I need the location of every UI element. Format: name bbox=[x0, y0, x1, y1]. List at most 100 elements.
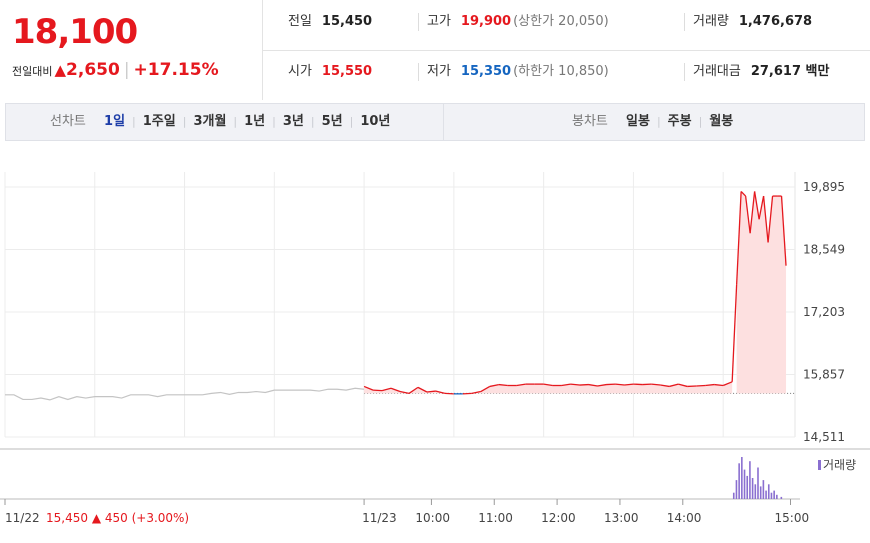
series-segment-1 bbox=[669, 383, 679, 388]
volume-legend-label: 거래량 bbox=[823, 458, 856, 472]
volume-bar bbox=[765, 490, 767, 499]
x-tick-label: 14:00 bbox=[667, 511, 702, 525]
tab-divider: | bbox=[656, 115, 661, 128]
line-tab-5[interactable]: 5년 bbox=[321, 114, 343, 129]
stock-summary-header: 18,100 전일대비 ▲2,650 | +17.15% 전일 15,450 고가 19,… bbox=[0, 0, 870, 100]
candle-chart-label: 봉차트 bbox=[572, 114, 608, 129]
series-segment-1 bbox=[498, 383, 508, 387]
tab-divider: | bbox=[698, 115, 703, 128]
trade-amount-cell: 거래대금 27,617 백만 bbox=[684, 63, 829, 81]
series-segment-1 bbox=[588, 383, 598, 387]
volume-label: 거래량 bbox=[693, 14, 729, 29]
series-segment-1 bbox=[435, 390, 446, 395]
series-segment-1 bbox=[597, 383, 607, 387]
series-segment-1 bbox=[471, 390, 481, 395]
line-tab-1[interactable]: 1주일 bbox=[142, 114, 176, 129]
series-segment-2 bbox=[749, 191, 756, 234]
line-tab-6[interactable]: 10년 bbox=[360, 114, 391, 129]
series-segment-1 bbox=[678, 383, 688, 388]
line-tab-2[interactable]: 3개월 bbox=[193, 114, 227, 129]
x-tick-label: 13:00 bbox=[604, 511, 639, 525]
candle-tab-2[interactable]: 월봉 bbox=[709, 114, 734, 129]
y-tick-label: 15,857 bbox=[803, 368, 845, 382]
tab-divider: | bbox=[349, 115, 354, 128]
volume-bar bbox=[749, 461, 751, 499]
y-tick-label: 14,511 bbox=[803, 430, 845, 444]
volume-bar bbox=[780, 496, 783, 499]
volume-bar bbox=[776, 494, 778, 499]
up-arrow-icon: ▲ bbox=[54, 61, 67, 79]
prev-close-cell: 전일 15,450 bbox=[288, 0, 372, 50]
series-connector bbox=[731, 284, 738, 382]
volume-bar bbox=[754, 484, 757, 499]
prev-day-note: 15,450 ▲ 450 (+3.00%) bbox=[46, 511, 189, 525]
trade-amount-value: 27,617 백만 bbox=[750, 64, 830, 79]
series-line-prev-day bbox=[5, 387, 365, 401]
tab-divider: | bbox=[272, 115, 276, 128]
series-segment-2 bbox=[758, 195, 765, 220]
series-segment-1 bbox=[426, 390, 436, 393]
series-segment-1 bbox=[480, 385, 491, 393]
series-segment-1 bbox=[543, 383, 553, 387]
volume-legend: 거래량 bbox=[818, 458, 856, 472]
trade-amount-label: 거래대금 bbox=[693, 64, 741, 79]
line-tab-4[interactable]: 3년 bbox=[282, 114, 304, 129]
y-tick-label: 17,203 bbox=[803, 305, 845, 319]
high-value: 19,900 bbox=[460, 14, 512, 29]
line-chart-label: 선차트 bbox=[50, 114, 86, 129]
volume-bar bbox=[773, 490, 775, 499]
high-label: 고가 bbox=[427, 14, 451, 29]
volume-bar bbox=[767, 484, 770, 499]
volume-bar bbox=[735, 480, 738, 499]
chart-period-tabbar: 선차트 1일 | 1주일 | 3개월 | 1년 | 3년 | 5년 | 10년 봉차트 일봉 | 주봉 | 월봉 bbox=[5, 103, 865, 141]
x-tick-label: 15:00 bbox=[775, 511, 810, 525]
candle-tab-0[interactable]: 일봉 bbox=[626, 114, 650, 129]
change-rate: +17.15% bbox=[133, 60, 219, 80]
y-tick-label: 18,549 bbox=[803, 243, 845, 257]
volume-bar bbox=[732, 492, 735, 499]
prev-close-value: 15,450 bbox=[321, 14, 373, 29]
candle-tab-1[interactable]: 주봉 bbox=[667, 114, 692, 129]
series-segment-1 bbox=[489, 383, 499, 388]
volume-legend-swatch bbox=[818, 460, 821, 470]
line-tab-0[interactable]: 1일 bbox=[104, 114, 126, 129]
series-segment-1 bbox=[624, 383, 634, 386]
volume-bar bbox=[762, 480, 765, 499]
series-segment-1 bbox=[570, 383, 580, 386]
open-label: 시가 bbox=[288, 64, 312, 79]
x-tick-label: 12:00 bbox=[541, 511, 576, 525]
line-tab-3[interactable]: 1년 bbox=[244, 114, 266, 129]
volume-bar bbox=[743, 469, 746, 499]
volume-bar bbox=[746, 475, 749, 499]
x-axis-labels: 11/22 11/23 10:00 11:00 12:00 13:00 14:00 15:00… bbox=[4, 499, 810, 525]
open-value: 15,550 bbox=[321, 64, 373, 79]
series-segment-1 bbox=[363, 385, 374, 391]
series-segment-2 bbox=[767, 195, 774, 243]
series-segment-1 bbox=[408, 386, 419, 394]
low-label: 저가 bbox=[427, 64, 451, 79]
change-amount: 2,650 bbox=[66, 60, 120, 80]
current-price-box: 18,100 전일대비 ▲2,650 | +17.15% bbox=[0, 0, 262, 100]
volume-bar bbox=[738, 463, 740, 499]
series-segment-1 bbox=[722, 381, 733, 387]
series-segment-1 bbox=[561, 383, 571, 387]
x-tick-label: 11:00 bbox=[478, 511, 513, 525]
tab-divider: | bbox=[182, 115, 187, 128]
series-segment-1 bbox=[516, 383, 526, 387]
prev-day-note-part: ▲ 450 bbox=[88, 511, 132, 525]
y-axis-labels: 19,895 18,549 17,203 15,857 14,511 bbox=[803, 180, 845, 444]
series-segment-1 bbox=[660, 384, 670, 388]
series-segment-1 bbox=[705, 383, 715, 387]
change-divider: | bbox=[123, 60, 130, 80]
upper-limit: (상한가 20,050) bbox=[513, 14, 609, 29]
x-tick-label: 11/22 bbox=[5, 511, 40, 525]
info-row-2: 시가 15,550 저가 15,350 (하한가 10,850) 거래대금 27,617… bbox=[263, 50, 870, 100]
series-segment-2 bbox=[735, 191, 742, 285]
volume-bars bbox=[732, 457, 783, 499]
lower-limit: (하한가 10,850) bbox=[513, 64, 609, 79]
high-cell: 고가 19,900 (상한가 20,050) bbox=[418, 13, 609, 31]
volume-value: 1,476,678 bbox=[738, 14, 813, 29]
series-segment-1 bbox=[651, 383, 661, 386]
price-lines bbox=[5, 190, 787, 401]
change-label: 전일대비 bbox=[12, 65, 53, 78]
